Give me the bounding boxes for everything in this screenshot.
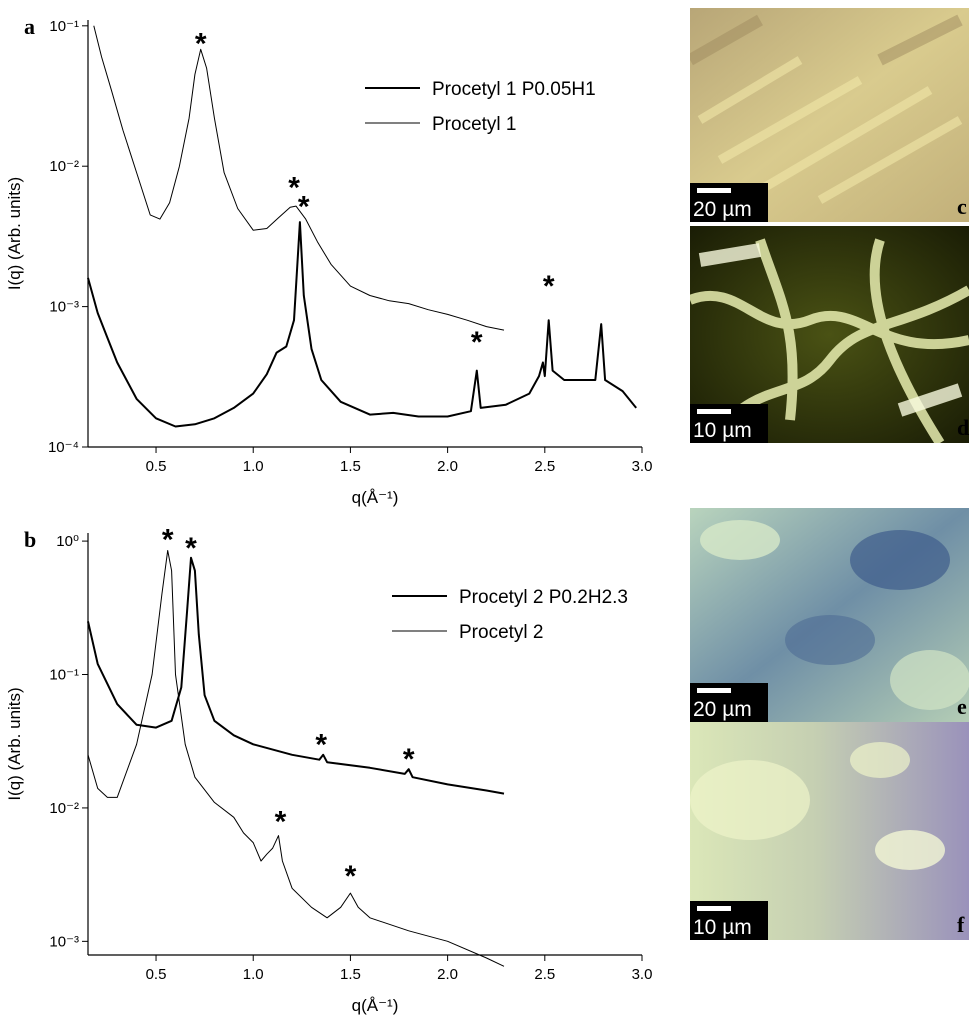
- y-tick-label: 10⁻¹: [49, 18, 79, 35]
- x-tick-label: 1.0: [243, 458, 264, 475]
- peak-marker: *: [345, 860, 357, 893]
- peak-marker: *: [403, 743, 415, 776]
- x-tick-label: 1.0: [243, 966, 264, 983]
- x-tick-label: 2.5: [534, 458, 555, 475]
- legend-label: Procetyl 1 P0.05H1: [432, 79, 596, 100]
- peak-marker: *: [195, 27, 207, 60]
- micrograph-d: [690, 226, 969, 443]
- scale-bar: [697, 409, 731, 414]
- y-tick-label: 10⁰: [56, 533, 79, 550]
- data-line: [87, 550, 505, 967]
- peak-marker: *: [298, 191, 310, 224]
- panel-label: a: [24, 14, 35, 39]
- scale-bar-label: 20 µm: [693, 198, 752, 221]
- data-line: [87, 556, 505, 795]
- y-tick-label: 10⁻³: [49, 933, 79, 950]
- data-line: [87, 221, 637, 428]
- peak-marker: *: [185, 532, 197, 565]
- x-tick-label: 2.0: [437, 458, 458, 475]
- x-axis-label: q(Å⁻¹): [352, 996, 399, 1015]
- legend-label: Procetyl 1: [432, 114, 516, 135]
- scale-bar: [697, 906, 731, 911]
- y-tick-label: 10⁻¹: [49, 667, 79, 684]
- x-tick-label: 1.5: [340, 458, 361, 475]
- scale-bar-label: 10 µm: [693, 419, 752, 442]
- panel-label: e: [957, 694, 967, 719]
- y-axis-label: I(q) (Arb. units): [5, 177, 24, 290]
- peak-marker: *: [315, 729, 327, 762]
- x-tick-label: 1.5: [340, 966, 361, 983]
- x-tick-label: 3.0: [632, 458, 653, 475]
- peak-marker: *: [471, 326, 483, 359]
- y-tick-label: 10⁻⁴: [48, 439, 79, 456]
- x-tick-label: 0.5: [146, 458, 167, 475]
- x-tick-label: 3.0: [632, 966, 653, 983]
- panel-label: d: [957, 415, 969, 440]
- scale-bar-label: 10 µm: [693, 916, 752, 939]
- y-axis-label: I(q) (Arb. units): [5, 687, 24, 800]
- x-tick-label: 2.0: [437, 966, 458, 983]
- y-tick-label: 10⁻²: [49, 158, 79, 175]
- panel-label: f: [957, 912, 965, 937]
- x-tick-label: 0.5: [146, 966, 167, 983]
- peak-marker: *: [288, 172, 300, 205]
- x-axis-label: q(Å⁻¹): [352, 488, 399, 507]
- y-tick-label: 10⁻²: [49, 800, 79, 817]
- x-tick-label: 2.5: [534, 966, 555, 983]
- scale-bar: [697, 688, 731, 693]
- panel-label: b: [24, 527, 36, 552]
- scale-bar-label: 20 µm: [693, 698, 752, 721]
- legend-label: Procetyl 2 P0.2H2.3: [459, 587, 628, 608]
- panel-label: c: [957, 194, 967, 219]
- peak-marker: *: [543, 270, 555, 303]
- peak-marker: *: [162, 524, 174, 557]
- y-tick-label: 10⁻³: [49, 299, 79, 316]
- data-line: [93, 25, 505, 331]
- legend-label: Procetyl 2: [459, 622, 543, 643]
- peak-marker: *: [275, 805, 287, 838]
- scale-bar: [697, 188, 731, 193]
